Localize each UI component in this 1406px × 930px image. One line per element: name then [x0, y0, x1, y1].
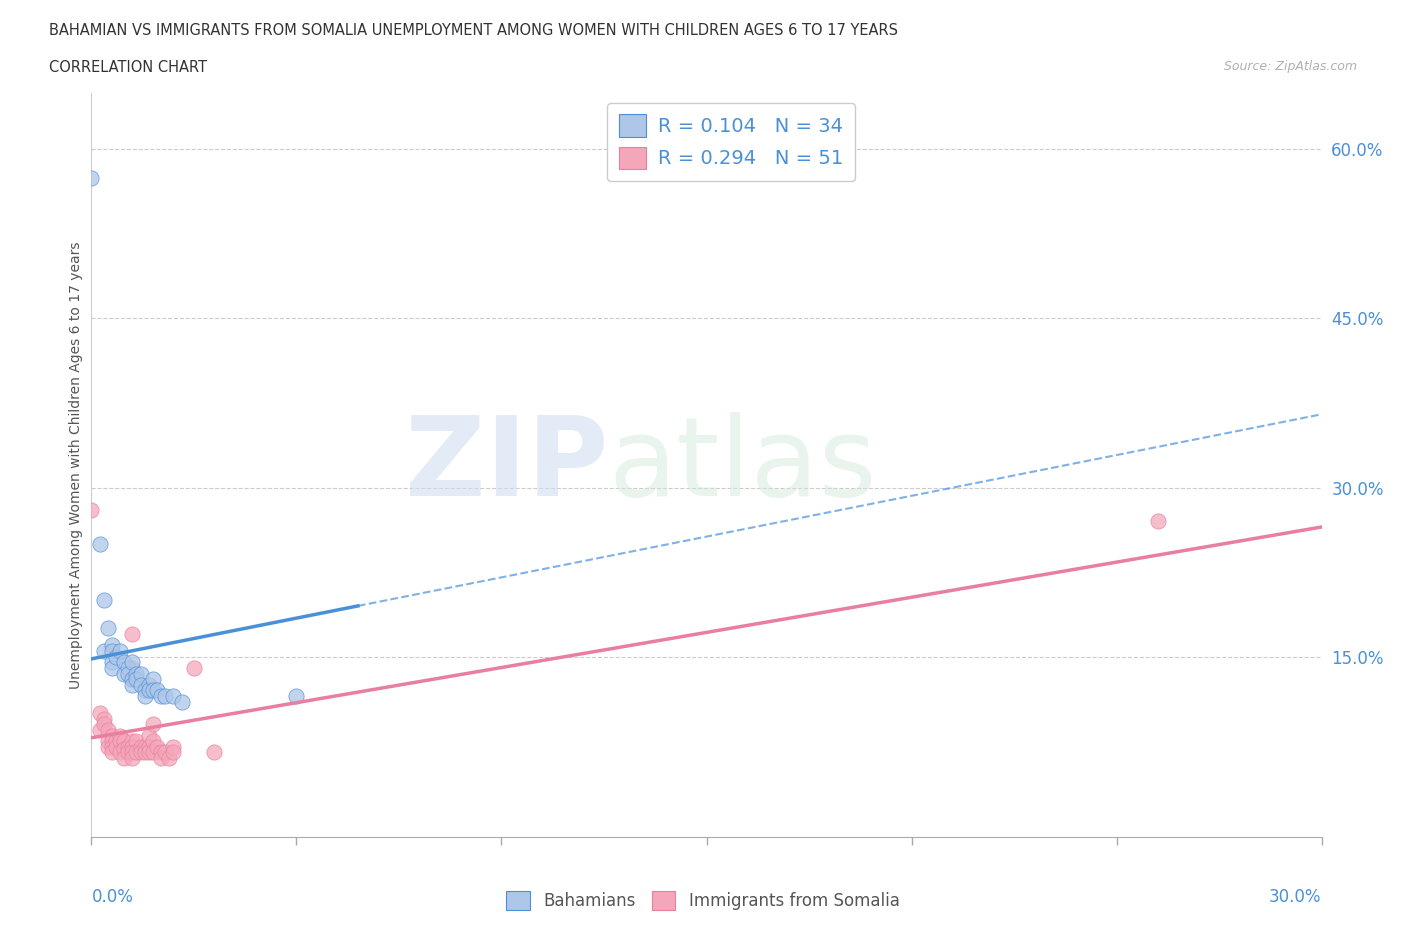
Point — [105, 734, 127, 749]
Text: atlas: atlas — [607, 411, 876, 519]
Point — [108, 734, 131, 749]
Point — [129, 666, 152, 681]
Point — [121, 751, 143, 765]
Point — [134, 688, 156, 703]
Point — [142, 734, 165, 749]
Point — [112, 751, 135, 765]
Point — [121, 655, 143, 670]
Point — [129, 739, 152, 754]
Point — [162, 739, 184, 754]
Point — [97, 621, 120, 636]
Point — [117, 666, 139, 681]
Point — [134, 683, 156, 698]
Point — [121, 677, 143, 692]
Text: 0.0%: 0.0% — [91, 888, 134, 906]
Point — [138, 739, 160, 754]
Point — [138, 745, 160, 760]
Point — [121, 660, 143, 675]
Point — [1146, 514, 1168, 529]
Legend: R = 0.104   N = 34, R = 0.294   N = 51: R = 0.104 N = 34, R = 0.294 N = 51 — [607, 102, 855, 180]
Point — [105, 649, 127, 664]
Point — [93, 592, 115, 607]
Point — [105, 739, 127, 754]
Point — [101, 660, 124, 675]
Point — [108, 728, 131, 743]
Point — [93, 711, 115, 726]
Point — [121, 745, 143, 760]
Point — [153, 688, 177, 703]
Point — [89, 537, 111, 551]
Point — [146, 683, 169, 698]
Point — [121, 627, 143, 642]
Point — [157, 751, 180, 765]
Point — [80, 170, 103, 185]
Point — [138, 728, 160, 743]
Point — [138, 677, 160, 692]
Point — [112, 666, 135, 681]
Point — [153, 745, 177, 760]
Y-axis label: Unemployment Among Women with Children Ages 6 to 17 years: Unemployment Among Women with Children A… — [69, 241, 83, 689]
Point — [125, 734, 148, 749]
Point — [121, 734, 143, 749]
Point — [129, 677, 152, 692]
Legend: Bahamians, Immigrants from Somalia: Bahamians, Immigrants from Somalia — [499, 884, 907, 917]
Point — [146, 739, 169, 754]
Point — [101, 734, 124, 749]
Point — [125, 745, 148, 760]
Point — [162, 745, 184, 760]
Point — [89, 723, 111, 737]
Point — [108, 745, 131, 760]
Point — [101, 745, 124, 760]
Point — [101, 739, 124, 754]
Point — [97, 734, 120, 749]
Point — [150, 745, 173, 760]
Point — [134, 739, 156, 754]
Point — [142, 717, 165, 732]
Point — [285, 688, 308, 703]
Point — [112, 655, 135, 670]
Point — [142, 745, 165, 760]
Point — [125, 666, 148, 681]
Point — [112, 734, 135, 749]
Point — [101, 644, 124, 658]
Point — [134, 745, 156, 760]
Text: BAHAMIAN VS IMMIGRANTS FROM SOMALIA UNEMPLOYMENT AMONG WOMEN WITH CHILDREN AGES : BAHAMIAN VS IMMIGRANTS FROM SOMALIA UNEM… — [49, 23, 898, 38]
Point — [89, 706, 111, 721]
Point — [121, 671, 143, 686]
Point — [150, 751, 173, 765]
Point — [93, 644, 115, 658]
Point — [97, 739, 120, 754]
Point — [117, 660, 139, 675]
Point — [112, 741, 135, 756]
Point — [108, 644, 131, 658]
Point — [138, 683, 160, 698]
Point — [101, 655, 124, 670]
Point — [80, 502, 103, 517]
Point — [121, 739, 143, 754]
Point — [101, 638, 124, 653]
Text: ZIP: ZIP — [405, 411, 607, 519]
Point — [117, 739, 139, 754]
Point — [93, 717, 115, 732]
Point — [162, 688, 184, 703]
Point — [121, 671, 143, 686]
Point — [142, 671, 165, 686]
Point — [117, 745, 139, 760]
Point — [97, 723, 120, 737]
Text: 30.0%: 30.0% — [1270, 888, 1322, 906]
Point — [202, 745, 225, 760]
Point — [183, 660, 205, 675]
Point — [170, 695, 193, 710]
Point — [150, 688, 173, 703]
Point — [101, 728, 124, 743]
Point — [125, 671, 148, 686]
Point — [142, 683, 165, 698]
Text: Source: ZipAtlas.com: Source: ZipAtlas.com — [1223, 60, 1357, 73]
Text: CORRELATION CHART: CORRELATION CHART — [49, 60, 207, 75]
Point — [129, 745, 152, 760]
